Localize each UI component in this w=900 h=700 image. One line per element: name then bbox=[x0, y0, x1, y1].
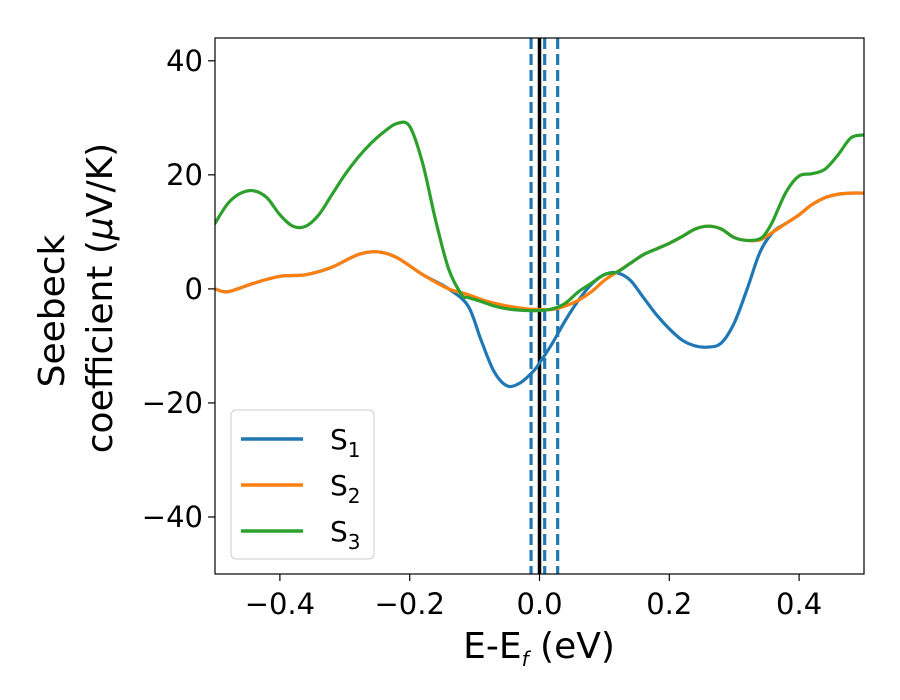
y-tick-label: 0 bbox=[185, 272, 203, 306]
y-axis-label-line2: coefficient (μV/K) bbox=[80, 143, 121, 453]
series-layer bbox=[215, 120, 864, 389]
y-axis: −40 −20 0 20 40 bbox=[142, 44, 215, 534]
y-tick-label: −40 bbox=[142, 500, 203, 534]
series-line-s2 bbox=[215, 191, 864, 312]
x-axis-label: E-Ef (eV) bbox=[463, 626, 615, 671]
y-tick-label: 40 bbox=[166, 44, 203, 78]
x-tick-label: 0.2 bbox=[646, 587, 692, 621]
legend-label-s1: S1 bbox=[330, 423, 361, 462]
y-tick-label: −20 bbox=[142, 386, 203, 420]
series-line-s3 bbox=[215, 120, 864, 313]
y-axis-label-line1: Seebeck bbox=[32, 234, 73, 387]
x-axis: −0.4 −0.2 0.0 0.2 0.4 bbox=[245, 574, 822, 621]
legend: S1 S2 S3 bbox=[230, 409, 375, 560]
x-tick-label: 0.4 bbox=[776, 587, 822, 621]
x-tick-label: −0.2 bbox=[374, 587, 444, 621]
x-tick-label: −0.4 bbox=[245, 587, 315, 621]
y-axis-label: Seebeck coefficient (μV/K) bbox=[32, 143, 121, 453]
y-tick-label: 20 bbox=[166, 158, 203, 192]
legend-label-s3: S3 bbox=[330, 515, 361, 554]
x-tick-label: 0.0 bbox=[516, 587, 562, 621]
reference-lines bbox=[529, 38, 560, 574]
legend-label-s2: S2 bbox=[330, 469, 361, 508]
